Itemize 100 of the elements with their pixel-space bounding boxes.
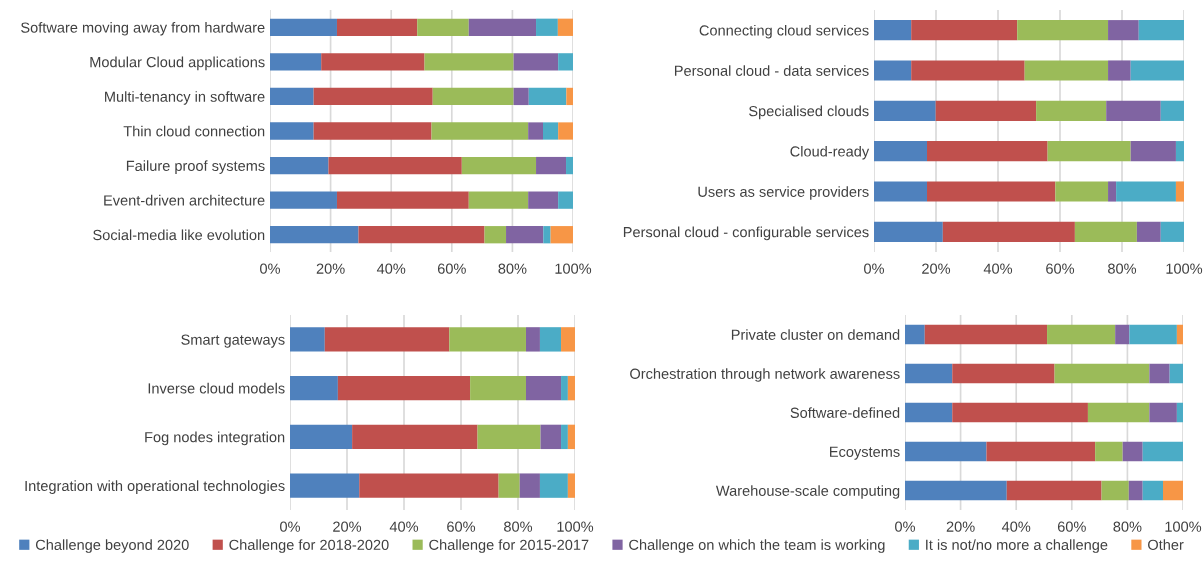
legend-label: Challenge for 2015-2017 [429, 539, 589, 553]
x-tick-label: 20% [316, 263, 345, 274]
x-tick-label: 40% [389, 521, 419, 532]
bar [431, 122, 529, 140]
x-tick-label: 60% [1046, 263, 1075, 274]
bar [417, 18, 469, 36]
bar [1047, 324, 1116, 345]
bar [1087, 402, 1150, 423]
bar [567, 473, 575, 498]
bar [1169, 363, 1183, 384]
bar [449, 327, 526, 352]
bar [321, 53, 425, 71]
bar [270, 191, 337, 209]
bar [1036, 100, 1107, 121]
bar [1108, 20, 1139, 41]
bar [927, 141, 1048, 162]
x-tick-label: 100% [1166, 263, 1203, 274]
y-tick-label: Smart gateways [181, 334, 285, 348]
bar [525, 375, 562, 401]
y-tick-label: Social-media like evolution [93, 229, 265, 241]
bar [290, 424, 353, 450]
bar [540, 424, 562, 450]
bar [528, 122, 543, 140]
bar [461, 156, 537, 175]
y-tick-label: Cloud-ready [790, 145, 870, 160]
bar [874, 181, 928, 202]
bar [1176, 324, 1183, 345]
bar [1095, 441, 1123, 462]
bar [566, 156, 573, 175]
bar [336, 191, 469, 209]
bar [1101, 480, 1129, 501]
y-tick-label: Inverse cloud models [148, 382, 285, 394]
bar [561, 375, 568, 401]
bar [498, 473, 520, 498]
bar [313, 87, 433, 106]
x-tick-label: 20% [333, 521, 362, 532]
bar [270, 53, 322, 71]
y-tick-label: Specialised clouds [749, 105, 869, 120]
bar [270, 226, 359, 244]
x-tick-label: 0% [280, 521, 301, 532]
bar [270, 18, 337, 36]
x-tick-label: 100% [1165, 521, 1202, 532]
y-tick-label: Personal cloud - configurable services [623, 226, 869, 241]
bar [424, 53, 514, 71]
bar [528, 87, 567, 106]
bar [359, 473, 499, 498]
bar [874, 141, 928, 162]
bar [1074, 221, 1137, 242]
bar [432, 87, 514, 106]
x-tick-label: 80% [1113, 521, 1142, 532]
bar [270, 156, 329, 175]
bar [513, 87, 529, 106]
x-tick-label: 0% [864, 263, 885, 274]
y-tick-label: Ecoystems [830, 446, 900, 460]
bar [567, 375, 575, 401]
y-tick-label: Event-driven architecture [104, 194, 265, 206]
bar [905, 402, 953, 423]
legend-label: Challenge beyond 2020 [35, 539, 189, 553]
bar [935, 100, 1037, 121]
bar [986, 441, 1096, 462]
bar [1176, 402, 1183, 423]
bar [525, 327, 540, 352]
x-tick-label: 60% [1057, 521, 1086, 532]
bar [1160, 100, 1184, 121]
bar [484, 226, 507, 244]
bar [927, 181, 1056, 202]
bar [270, 122, 314, 140]
bar [1122, 441, 1143, 462]
bar [952, 363, 1055, 384]
bar [567, 424, 575, 450]
bar [513, 53, 559, 71]
y-tick-label: Integration with operational technologies [25, 480, 285, 494]
bar [1115, 324, 1130, 345]
x-tick-label: 40% [983, 263, 1013, 274]
bar [905, 441, 987, 462]
bar [477, 424, 541, 450]
x-tick-label: 80% [504, 521, 533, 532]
bar [324, 327, 450, 352]
bar [1175, 141, 1184, 162]
bar [911, 20, 1018, 41]
bar [506, 226, 544, 244]
bar [1108, 181, 1117, 202]
bar [942, 221, 1075, 242]
bar [536, 156, 567, 175]
bar [536, 18, 558, 36]
bar [528, 191, 559, 209]
y-tick-label: Multi-tenancy in software [105, 91, 265, 105]
bar [1017, 20, 1109, 41]
bar [1106, 100, 1161, 121]
bar [543, 226, 551, 244]
bar [1136, 221, 1161, 242]
bar [1149, 402, 1177, 423]
bar [313, 122, 432, 140]
y-tick-label: Private cluster on demand [731, 329, 900, 340]
bar [550, 226, 573, 244]
bar [1130, 141, 1176, 162]
y-tick-label: Thin cloud connection [123, 125, 265, 137]
bar [1160, 221, 1184, 242]
x-tick-label: 0% [260, 263, 281, 274]
x-tick-label: 60% [437, 263, 466, 274]
